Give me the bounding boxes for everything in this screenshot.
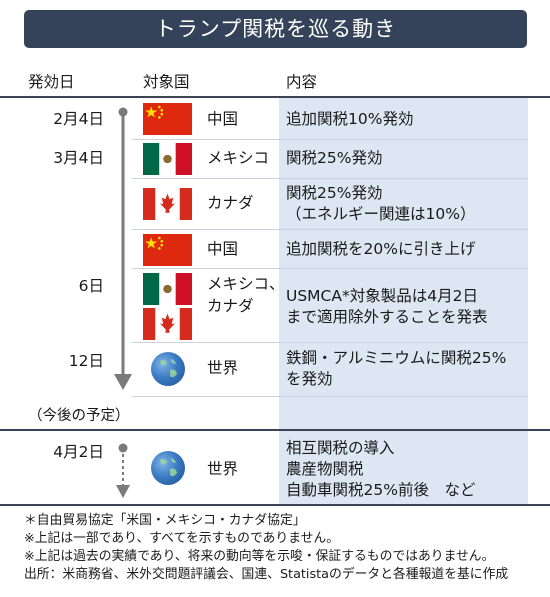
row-divider [132, 229, 528, 230]
row-divider [132, 342, 528, 343]
row-date: 12日 [68, 352, 104, 370]
row-content-line: 追加関税10%発効 [286, 110, 414, 128]
table-bottom-divider [0, 504, 550, 506]
row-divider [132, 178, 528, 179]
page-title: トランプ関税を巡る動き [24, 10, 527, 48]
row-country-line: カナダ [207, 297, 254, 315]
header-divider [0, 96, 550, 98]
future-content-line: 農産物関税 [286, 460, 364, 478]
header-country: 対象国 [143, 73, 190, 91]
row-date: 6日 [78, 277, 104, 295]
footnote: ※上記は一部であり、すべてを示すものでありません。 [24, 531, 340, 546]
row-content-line: （エネルギー関連は10%） [286, 205, 476, 223]
footnote: ※上記は過去の実績であり、将来の動向等を示唆・保証するものではありません。 [24, 549, 495, 564]
row-divider [132, 268, 528, 269]
future-label: （今後の予定） [28, 408, 130, 424]
china-flag-icon [143, 103, 192, 135]
content-bg-gap [279, 399, 528, 429]
future-content-line: 自動車関税25%前後 など [286, 481, 476, 499]
row-content-line: 追加関税を20%に引き上げ [286, 240, 476, 258]
mexico-flag-icon [143, 143, 192, 175]
canada-flag-icon [143, 308, 192, 340]
header-date: 発効日 [28, 73, 75, 91]
footnote-source: 出所：米商務省、米外交問題評議会、国連、Statistaのデータと各種報道を基に… [24, 567, 509, 582]
row-date: 3月4日 [53, 149, 104, 167]
row-country: 中国 [207, 110, 239, 128]
future-content-line: 相互関税の導入 [286, 439, 395, 457]
timeline-arrow-future [116, 443, 130, 498]
header-content: 内容 [286, 73, 318, 91]
row-divider [132, 396, 528, 397]
row-country-line: メキシコ、 [207, 275, 285, 293]
globe-icon [151, 451, 185, 485]
future-divider [0, 429, 550, 431]
row-divider [132, 139, 528, 140]
content-bg-past [279, 98, 528, 399]
globe-icon [151, 352, 185, 386]
row-content-line: まで適用除外することを発表 [286, 308, 488, 326]
content-bg-future [279, 431, 528, 504]
canada-flag-icon [143, 188, 192, 220]
future-country: 世界 [207, 460, 239, 478]
row-content-line: を発効 [286, 370, 333, 388]
row-country: 中国 [207, 240, 239, 258]
row-country: カナダ [207, 194, 254, 212]
timeline-arrow [114, 107, 132, 390]
row-country: メキシコ [207, 149, 270, 167]
row-content-line: 関税25%発効 [286, 149, 383, 167]
row-content-line: 関税25%発効 [286, 184, 383, 202]
row-date: 2月4日 [53, 110, 104, 128]
future-date: 4月2日 [53, 443, 104, 461]
row-content-line: USMCA*対象製品は4月2日 [286, 287, 478, 305]
mexico-flag-icon [143, 273, 192, 305]
row-content-line: 鉄鋼・アルミニウムに関税25% [286, 349, 507, 367]
row-country: 世界 [207, 359, 239, 377]
footnote: ＊自由貿易協定「米国・メキシコ・カナダ協定」 [24, 513, 306, 528]
china-flag-icon [143, 234, 192, 266]
